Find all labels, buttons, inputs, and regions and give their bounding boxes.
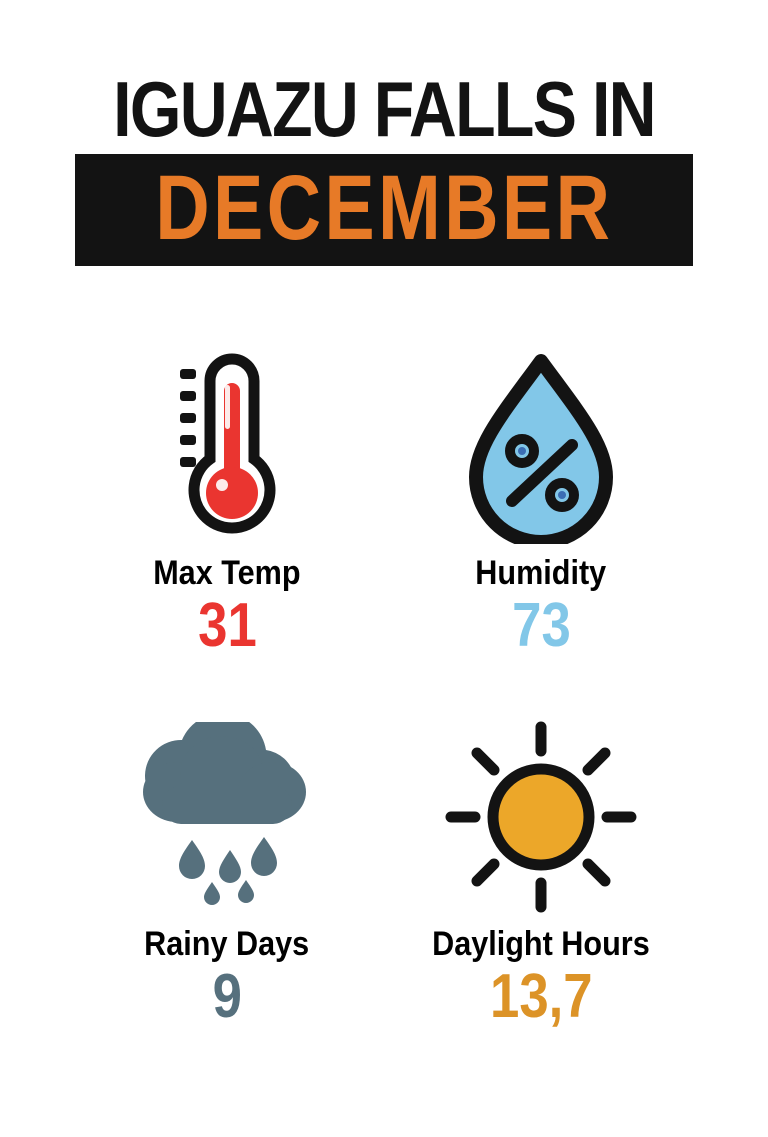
- stat-label: Daylight Hours: [432, 925, 650, 964]
- thermometer-icon: [162, 346, 292, 546]
- stat-value: 31: [198, 595, 257, 657]
- rain-cloud-icon: [122, 717, 332, 917]
- stat-max-temp: Max Temp 31: [90, 346, 364, 657]
- title-line2: DECEMBER: [155, 162, 613, 254]
- stat-rainy-days: Rainy Days 9: [90, 717, 364, 1028]
- title-block: IGUAZU FALLS IN DECEMBER: [50, 70, 718, 266]
- stat-daylight: Daylight Hours 13,7: [404, 717, 678, 1028]
- stat-label: Max Temp: [153, 554, 300, 593]
- humidity-drop-icon: [456, 346, 626, 546]
- sun-icon: [441, 717, 641, 917]
- title-highlight: DECEMBER: [75, 154, 693, 266]
- stat-value: 9: [212, 966, 241, 1028]
- stat-value: 13,7: [490, 966, 593, 1028]
- stat-label: Rainy Days: [144, 925, 309, 964]
- stat-value: 73: [512, 595, 571, 657]
- title-line1: IGUAZU FALLS IN: [100, 70, 668, 148]
- stats-grid: Max Temp 31 Humidity 73: [50, 346, 718, 1028]
- stat-humidity: Humidity 73: [404, 346, 678, 657]
- stat-label: Humidity: [476, 554, 607, 593]
